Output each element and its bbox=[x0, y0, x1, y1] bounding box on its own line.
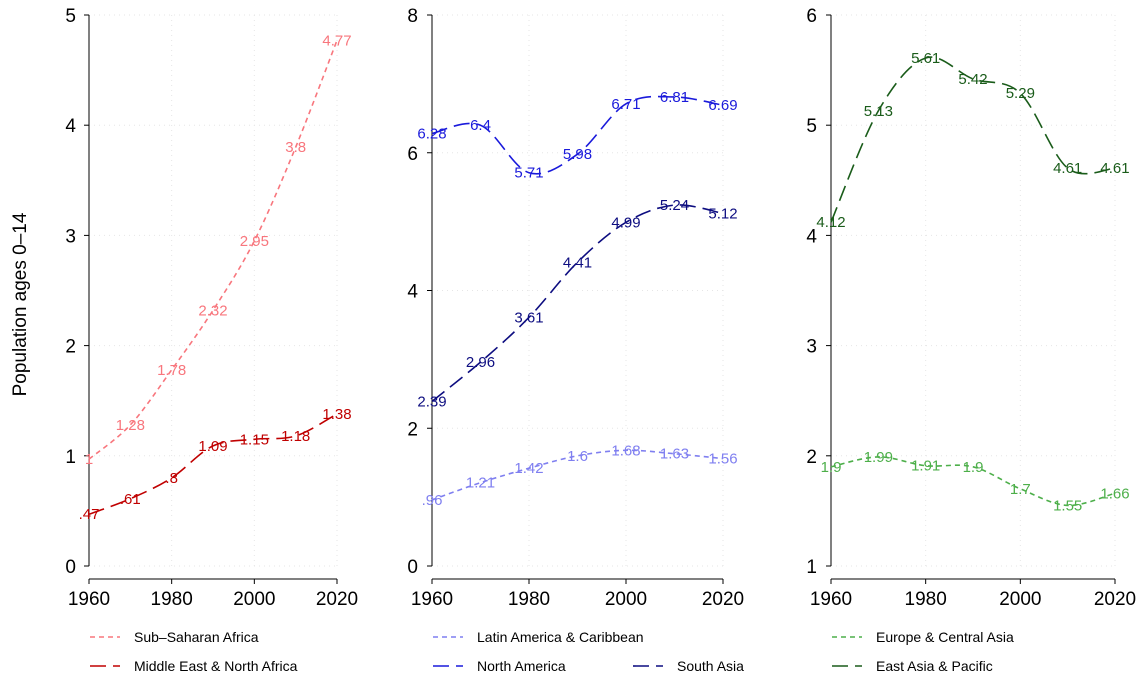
y-tick-label: 3 bbox=[65, 226, 76, 247]
legend-label: Europe & Central Asia bbox=[876, 629, 1014, 645]
data-label: 6.28 bbox=[417, 125, 446, 142]
x-tick-label: 1980 bbox=[508, 589, 550, 610]
legend-label: South Asia bbox=[677, 658, 744, 674]
x-tick-label: 1960 bbox=[68, 589, 110, 610]
data-label: .47 bbox=[79, 506, 100, 523]
legend-label: East Asia & Pacific bbox=[876, 658, 993, 674]
data-label: 1.28 bbox=[116, 417, 145, 434]
data-label: 4.99 bbox=[611, 214, 640, 231]
series-line bbox=[431, 95, 724, 175]
data-label: 4.77 bbox=[322, 32, 351, 49]
y-tick-label: 2 bbox=[806, 447, 817, 468]
x-tick-label: 2000 bbox=[233, 589, 275, 610]
y-tick-label: 0 bbox=[65, 557, 76, 578]
y-tick-label: 2 bbox=[65, 337, 76, 358]
data-label: 5.98 bbox=[563, 146, 592, 163]
data-label: 6.81 bbox=[660, 89, 689, 106]
data-label: 2.39 bbox=[417, 393, 446, 410]
y-tick-label: 5 bbox=[65, 6, 76, 27]
data-label: 6.69 bbox=[708, 97, 737, 114]
data-label: 1.7 bbox=[1010, 481, 1031, 498]
data-label: 1.42 bbox=[514, 460, 543, 477]
data-label: 1.99 bbox=[864, 449, 893, 466]
x-tick-label: 1960 bbox=[411, 589, 453, 610]
data-label: 6.4 bbox=[470, 117, 491, 134]
data-label: 1.15 bbox=[240, 431, 269, 448]
data-label: 5.42 bbox=[958, 71, 987, 88]
series-line bbox=[88, 413, 338, 515]
x-tick-label: 2020 bbox=[316, 589, 358, 610]
data-label: 2.96 bbox=[466, 354, 495, 371]
data-label: 5.29 bbox=[1006, 85, 1035, 102]
data-label: 1.56 bbox=[708, 451, 737, 468]
data-label: 1.38 bbox=[322, 406, 351, 423]
x-tick-label: 1960 bbox=[810, 589, 852, 610]
data-label: .8 bbox=[165, 470, 178, 487]
data-label: 1.09 bbox=[198, 438, 227, 455]
y-tick-label: 6 bbox=[806, 6, 817, 27]
y-tick-label: 0 bbox=[407, 557, 418, 578]
data-label: 4.61 bbox=[1053, 160, 1082, 177]
data-label: .61 bbox=[120, 491, 141, 508]
data-label: .96 bbox=[422, 492, 443, 509]
data-label: 1.91 bbox=[911, 458, 940, 475]
data-label: 1.18 bbox=[281, 428, 310, 445]
legend-label: Middle East & North Africa bbox=[134, 658, 298, 674]
data-label: 1.9 bbox=[963, 459, 984, 476]
series-line bbox=[88, 40, 338, 460]
data-label: 1.66 bbox=[1100, 485, 1129, 502]
data-label: 5.13 bbox=[864, 103, 893, 120]
data-label: 1.6 bbox=[567, 448, 588, 465]
data-label: 1.68 bbox=[611, 442, 640, 459]
data-label: 1.55 bbox=[1053, 497, 1082, 514]
x-tick-label: 2020 bbox=[1094, 589, 1136, 610]
x-tick-label: 1980 bbox=[905, 589, 947, 610]
legend-label: Sub–Saharan Africa bbox=[134, 629, 259, 645]
data-label: 3.8 bbox=[285, 139, 306, 156]
y-tick-label: 1 bbox=[806, 557, 817, 578]
y-tick-label: 5 bbox=[806, 116, 817, 137]
series-line bbox=[830, 56, 1116, 223]
data-label: 1.21 bbox=[466, 475, 495, 492]
x-tick-label: 2000 bbox=[605, 589, 647, 610]
y-tick-label: 3 bbox=[806, 337, 817, 358]
data-label: 2.32 bbox=[198, 302, 227, 319]
data-label: 5.24 bbox=[660, 197, 689, 214]
y-tick-label: 8 bbox=[407, 6, 418, 27]
y-tick-label: 2 bbox=[407, 419, 418, 440]
x-tick-label: 1980 bbox=[151, 589, 193, 610]
x-tick-label: 2020 bbox=[702, 589, 744, 610]
y-tick-label: 4 bbox=[407, 282, 418, 303]
data-label: 1.78 bbox=[157, 362, 186, 379]
y-tick-label: 4 bbox=[65, 116, 76, 137]
data-label: 5.61 bbox=[911, 50, 940, 67]
y-tick-label: 4 bbox=[806, 226, 817, 247]
data-label: 4.61 bbox=[1100, 160, 1129, 177]
x-tick-label: 2000 bbox=[999, 589, 1041, 610]
data-label: 6.71 bbox=[611, 96, 640, 113]
y-tick-label: 6 bbox=[407, 144, 418, 165]
series-line bbox=[431, 204, 724, 403]
y-tick-label: 1 bbox=[65, 447, 76, 468]
data-label: 5.12 bbox=[708, 205, 737, 222]
data-label: 4.12 bbox=[816, 214, 845, 231]
series-line bbox=[830, 456, 1116, 507]
legend-label: Latin America & Caribbean bbox=[477, 629, 644, 645]
data-label: 1.9 bbox=[821, 459, 842, 476]
data-label: 1 bbox=[85, 451, 93, 468]
y-axis-title: Population ages 0–14 bbox=[10, 212, 31, 396]
data-label: 5.71 bbox=[514, 165, 543, 182]
data-label: 3.61 bbox=[514, 309, 543, 326]
data-label: 1.63 bbox=[660, 446, 689, 463]
data-label: 2.95 bbox=[240, 233, 269, 250]
legend-label: North America bbox=[477, 658, 566, 674]
data-label: 4.41 bbox=[563, 254, 592, 271]
